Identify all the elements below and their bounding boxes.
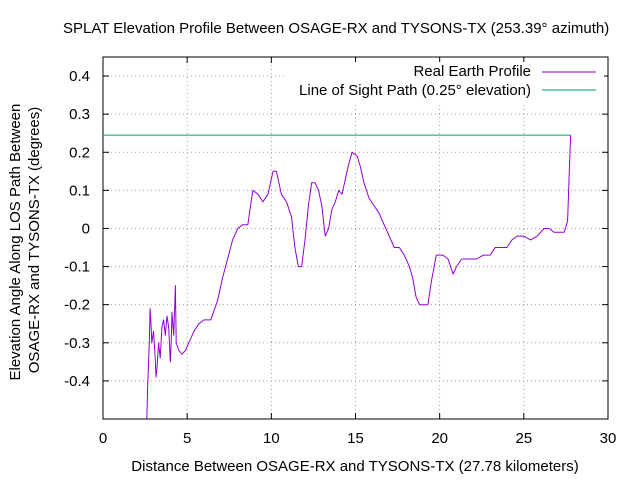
x-tick-label: 5 [183,430,191,447]
y-tick-label: -0.2 [64,297,90,314]
y-tick-label: -0.3 [64,335,90,352]
x-tick-label: 25 [515,430,532,447]
x-axis-ticks: 0 5 10 15 20 25 30 [99,57,617,447]
legend-background [286,62,604,102]
y-tick-label: -0.1 [64,259,90,276]
series-layer [103,134,572,420]
legend: Real Earth Profile Line of Sight Path (0… [286,62,604,102]
y-tick-label: 0.4 [69,68,90,85]
grid [103,57,608,419]
y-tick-label: 0.1 [69,182,90,199]
legend-label-real-earth-profile: Real Earth Profile [413,63,531,80]
y-tick-label: 0.2 [69,144,90,161]
x-tick-label: 15 [347,430,364,447]
x-tick-label: 20 [431,430,448,447]
legend-label-line-of-sight: Line of Sight Path (0.25° elevation) [299,82,531,99]
y-axis-label-line-2: OSAGE-RX and TYSONS-TX (degrees) [26,107,43,373]
x-axis-label: Distance Between OSAGE-RX and TYSONS-TX … [131,458,578,475]
series-real-earth-profile [146,135,572,420]
y-axis-label-line-1: Elevation Angle Along LOS Path Between [7,104,24,381]
y-axis-label: Elevation Angle Along LOS Path Between O… [7,99,43,380]
x-tick-label: 0 [99,430,107,447]
x-tick-label: 10 [263,430,280,447]
chart-title: SPLAT Elevation Profile Between OSAGE-RX… [63,20,609,37]
y-tick-label: 0.3 [69,106,90,123]
x-tick-label: 30 [600,430,617,447]
y-tick-label: 0 [82,220,90,237]
y-tick-label: -0.4 [64,373,90,390]
y-axis-ticks: 0.4 0.3 0.2 0.1 0 -0.1 -0.2 -0.3 -0.4 [64,68,608,390]
